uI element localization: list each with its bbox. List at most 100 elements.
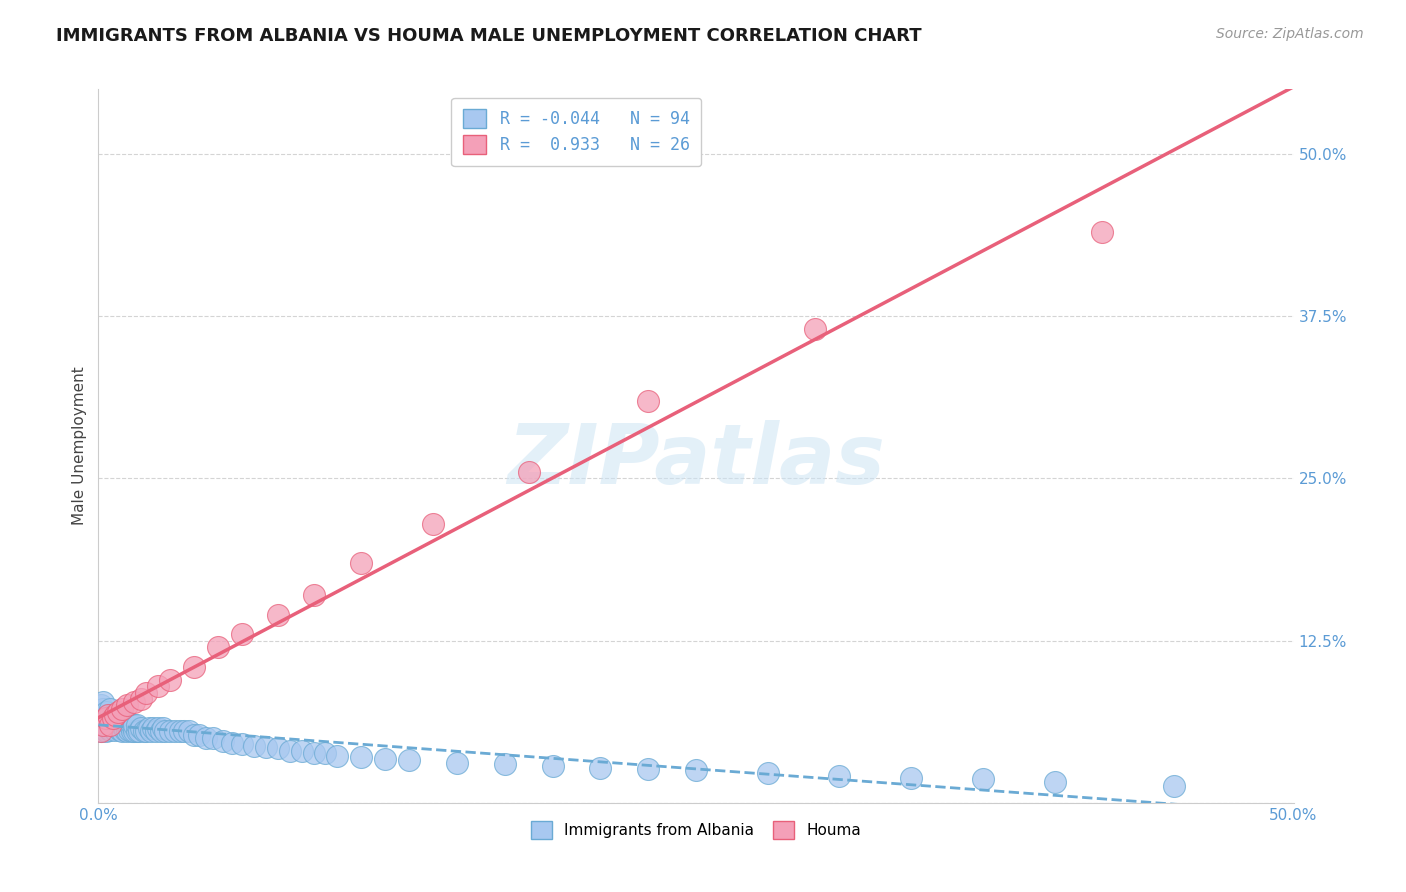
Text: ZIPatlas: ZIPatlas (508, 420, 884, 500)
Point (131, 721, 153, 735)
Point (104, 716, 127, 731)
Point (231, 738, 253, 752)
Point (374, 752, 396, 766)
Point (98, 723, 122, 738)
Point (101, 721, 124, 735)
Point (1163, 779, 1185, 793)
Point (291, 744, 314, 758)
Point (98, 718, 122, 732)
Point (148, 721, 170, 735)
Point (104, 723, 127, 738)
Point (541, 759, 564, 773)
Point (243, 739, 266, 753)
Point (804, 322, 827, 336)
Point (179, 724, 201, 739)
Point (118, 716, 141, 731)
Point (91, 718, 114, 732)
Point (900, 771, 922, 785)
Point (267, 607, 290, 622)
Point (152, 721, 174, 735)
Point (90, 724, 112, 739)
Point (124, 724, 146, 739)
Point (202, 731, 225, 745)
Point (91, 707, 114, 722)
Point (121, 718, 143, 732)
Point (1091, 225, 1114, 239)
Point (115, 698, 138, 713)
Point (254, 739, 277, 754)
Point (94, 705, 117, 719)
Point (446, 756, 468, 770)
Point (207, 640, 229, 654)
Point (91, 715, 114, 730)
Point (302, 588, 325, 602)
Point (149, 724, 172, 739)
Point (108, 723, 131, 738)
Point (94, 718, 117, 732)
Point (97, 707, 120, 722)
Point (97, 714, 120, 728)
Point (115, 718, 138, 732)
Point (231, 627, 253, 641)
Point (125, 718, 148, 732)
Point (114, 723, 136, 738)
Point (315, 747, 337, 761)
Point (159, 724, 181, 739)
Point (169, 724, 191, 739)
Point (107, 721, 129, 735)
Point (302, 747, 325, 761)
Point (104, 710, 127, 724)
Point (114, 716, 136, 731)
Point (278, 744, 301, 758)
Point (111, 702, 134, 716)
Point (326, 749, 349, 764)
Point (637, 393, 659, 408)
Legend: Immigrants from Albania, Houma: Immigrants from Albania, Houma (524, 815, 868, 845)
Point (91, 702, 114, 716)
Point (111, 718, 134, 732)
Point (148, 679, 170, 693)
Point (135, 724, 157, 739)
Point (517, 465, 540, 479)
Point (124, 695, 146, 709)
Point (135, 685, 157, 699)
Point (115, 724, 138, 739)
Point (98, 710, 122, 724)
Point (145, 724, 167, 739)
Point (98, 702, 122, 716)
Y-axis label: Male Unemployment: Male Unemployment (72, 367, 87, 525)
Point (163, 724, 186, 739)
Point (107, 714, 129, 728)
Point (138, 721, 160, 735)
Point (90, 724, 112, 739)
Point (173, 724, 195, 739)
Point (107, 705, 129, 719)
Point (972, 772, 994, 787)
Point (195, 731, 218, 745)
Point (90, 711, 112, 725)
Point (494, 756, 516, 771)
Point (159, 673, 181, 687)
Point (87, 718, 110, 732)
Text: Source: ZipAtlas.com: Source: ZipAtlas.com (1216, 27, 1364, 41)
Point (125, 724, 148, 739)
Point (756, 766, 779, 780)
Point (637, 762, 659, 776)
Point (267, 741, 290, 756)
Point (90, 698, 112, 713)
Point (118, 723, 141, 738)
Text: IMMIGRANTS FROM ALBANIA VS HOUMA MALE UNEMPLOYMENT CORRELATION CHART: IMMIGRANTS FROM ALBANIA VS HOUMA MALE UN… (56, 27, 922, 45)
Point (131, 692, 153, 706)
Point (422, 516, 444, 531)
Point (101, 714, 124, 728)
Point (589, 761, 612, 775)
Point (128, 724, 150, 739)
Point (221, 736, 243, 750)
Point (111, 724, 134, 739)
Point (91, 721, 114, 735)
Point (108, 716, 131, 731)
Point (104, 707, 127, 722)
Point (97, 721, 120, 735)
Point (101, 711, 124, 725)
Point (90, 705, 112, 719)
